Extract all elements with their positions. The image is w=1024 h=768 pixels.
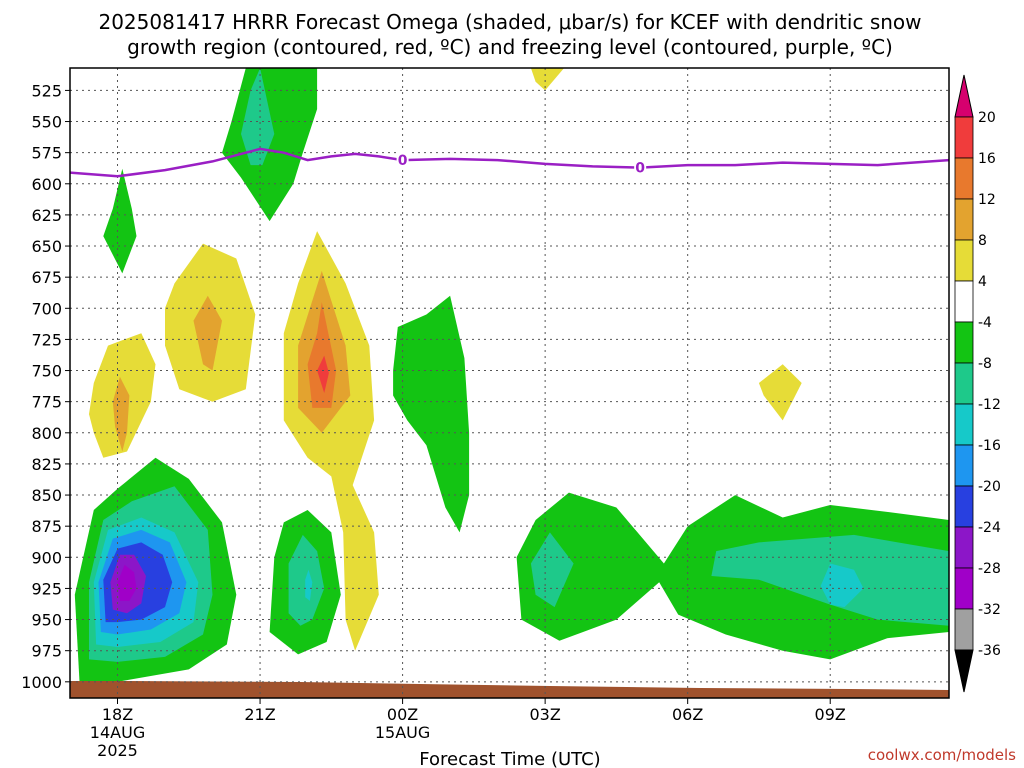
omega-region-24 bbox=[307, 302, 337, 408]
colorbar-label: 16 bbox=[978, 151, 996, 167]
colorbar-segment bbox=[954, 198, 974, 241]
colorbar-label: -28 bbox=[978, 561, 1001, 577]
omega-region-6 bbox=[117, 564, 137, 601]
omega-region-27 bbox=[530, 68, 565, 91]
x-tick-date-label: 15AUG bbox=[375, 723, 430, 742]
omega-region-11 bbox=[530, 532, 574, 608]
x-tick-date-label: 14AUG bbox=[90, 723, 145, 742]
freezing-level-label: 0 bbox=[398, 153, 408, 169]
colorbar-segment bbox=[954, 116, 974, 159]
colorbar-segment bbox=[954, 403, 974, 446]
colorbar-label: -32 bbox=[978, 602, 1001, 618]
y-axis: 525 550 575 600 625 650 675 700 725 750 775 800 825 8… bbox=[21, 81, 70, 692]
y-tick-label: 525 bbox=[31, 81, 62, 100]
freezing-label-bg bbox=[634, 158, 647, 177]
y-tick-label: 725 bbox=[31, 330, 62, 349]
colorbar-segment bbox=[954, 526, 974, 569]
x-tick-label: 06Z bbox=[672, 705, 703, 724]
y-tick-label: 575 bbox=[31, 144, 62, 163]
y-tick-label: 950 bbox=[31, 611, 62, 630]
colorbar-segment bbox=[954, 485, 974, 528]
y-tick-label: 550 bbox=[31, 113, 62, 132]
colorbar-label: -36 bbox=[978, 643, 1001, 659]
colorbar-segment bbox=[954, 362, 974, 405]
chart-title-line1: 2025081417 HRRR Forecast Omega (shaded, … bbox=[98, 10, 921, 34]
colorbar-segment bbox=[954, 321, 974, 364]
colorbar-segment bbox=[954, 239, 974, 282]
y-tick-label: 1000 bbox=[21, 673, 62, 692]
colorbar-label: 8 bbox=[978, 233, 987, 249]
colorbar-bottom-triangle bbox=[954, 649, 974, 693]
y-tick-label: 675 bbox=[31, 268, 62, 287]
y-tick-label: 875 bbox=[31, 517, 62, 536]
colorbar-label: -8 bbox=[978, 356, 992, 372]
omega-region-14 bbox=[393, 295, 470, 533]
credit-text: coolwx.com/models bbox=[868, 746, 1016, 764]
y-tick-label: 600 bbox=[31, 175, 62, 194]
colorbar-label: 12 bbox=[978, 192, 996, 208]
omega-region-21 bbox=[193, 295, 222, 371]
colorbar-label: -20 bbox=[978, 479, 1001, 495]
plot-frame bbox=[69, 67, 950, 699]
chart-title-line2: growth region (contoured, red, ºC) and f… bbox=[127, 35, 893, 59]
terrain-ground bbox=[70, 681, 949, 698]
x-tick-year-label: 2025 bbox=[97, 741, 138, 760]
colorbar-segment bbox=[954, 444, 974, 487]
colorbar-top-triangle bbox=[954, 74, 974, 118]
y-tick-label: 900 bbox=[31, 548, 62, 567]
omega-region-9 bbox=[305, 569, 313, 601]
omega-region-25 bbox=[317, 355, 329, 393]
x-tick-label: 09Z bbox=[815, 705, 846, 724]
omega-region-17 bbox=[241, 68, 275, 166]
x-tick-label: 21Z bbox=[244, 705, 275, 724]
y-tick-label: 800 bbox=[31, 424, 62, 443]
x-tick-label: 18Z bbox=[102, 705, 133, 724]
y-tick-label: 650 bbox=[31, 237, 62, 256]
y-tick-label: 700 bbox=[31, 299, 62, 318]
grid-lines bbox=[70, 68, 949, 698]
colorbar-label: -24 bbox=[978, 520, 1001, 536]
y-tick-label: 750 bbox=[31, 362, 62, 381]
colorbar-label: 20 bbox=[978, 110, 996, 126]
freezing-level-label: 0 bbox=[635, 161, 645, 177]
y-tick-label: 850 bbox=[31, 486, 62, 505]
omega-region-13 bbox=[820, 563, 864, 608]
y-tick-label: 625 bbox=[31, 206, 62, 225]
colorbar-segment bbox=[954, 567, 974, 610]
x-axis-label: Forecast Time (UTC) bbox=[419, 749, 600, 768]
y-tick-label: 975 bbox=[31, 642, 62, 661]
freezing-label-bg bbox=[396, 151, 409, 170]
colorbar-segment bbox=[954, 157, 974, 200]
y-tick-label: 825 bbox=[31, 455, 62, 474]
omega-region-15 bbox=[103, 168, 137, 274]
y-tick-label: 775 bbox=[31, 393, 62, 412]
y-tick-label: 925 bbox=[31, 579, 62, 598]
colorbar-label: -12 bbox=[978, 397, 1001, 413]
x-tick-label: 03Z bbox=[529, 705, 560, 724]
colorbar-segment bbox=[954, 280, 974, 323]
omega-shaded-regions bbox=[74, 68, 949, 682]
colorbar-label: -4 bbox=[978, 315, 992, 331]
x-tick-label: 00Z bbox=[387, 705, 418, 724]
omega-region-26 bbox=[758, 364, 802, 421]
colorbar-label: -16 bbox=[978, 438, 1001, 454]
colorbar-segment bbox=[954, 608, 974, 651]
colorbar-label: 4 bbox=[978, 274, 987, 290]
colorbar: 20 16 12 8 4 -4 -8 -12 -16 -20 -24 -28 -32 -36 bbox=[954, 74, 1001, 693]
